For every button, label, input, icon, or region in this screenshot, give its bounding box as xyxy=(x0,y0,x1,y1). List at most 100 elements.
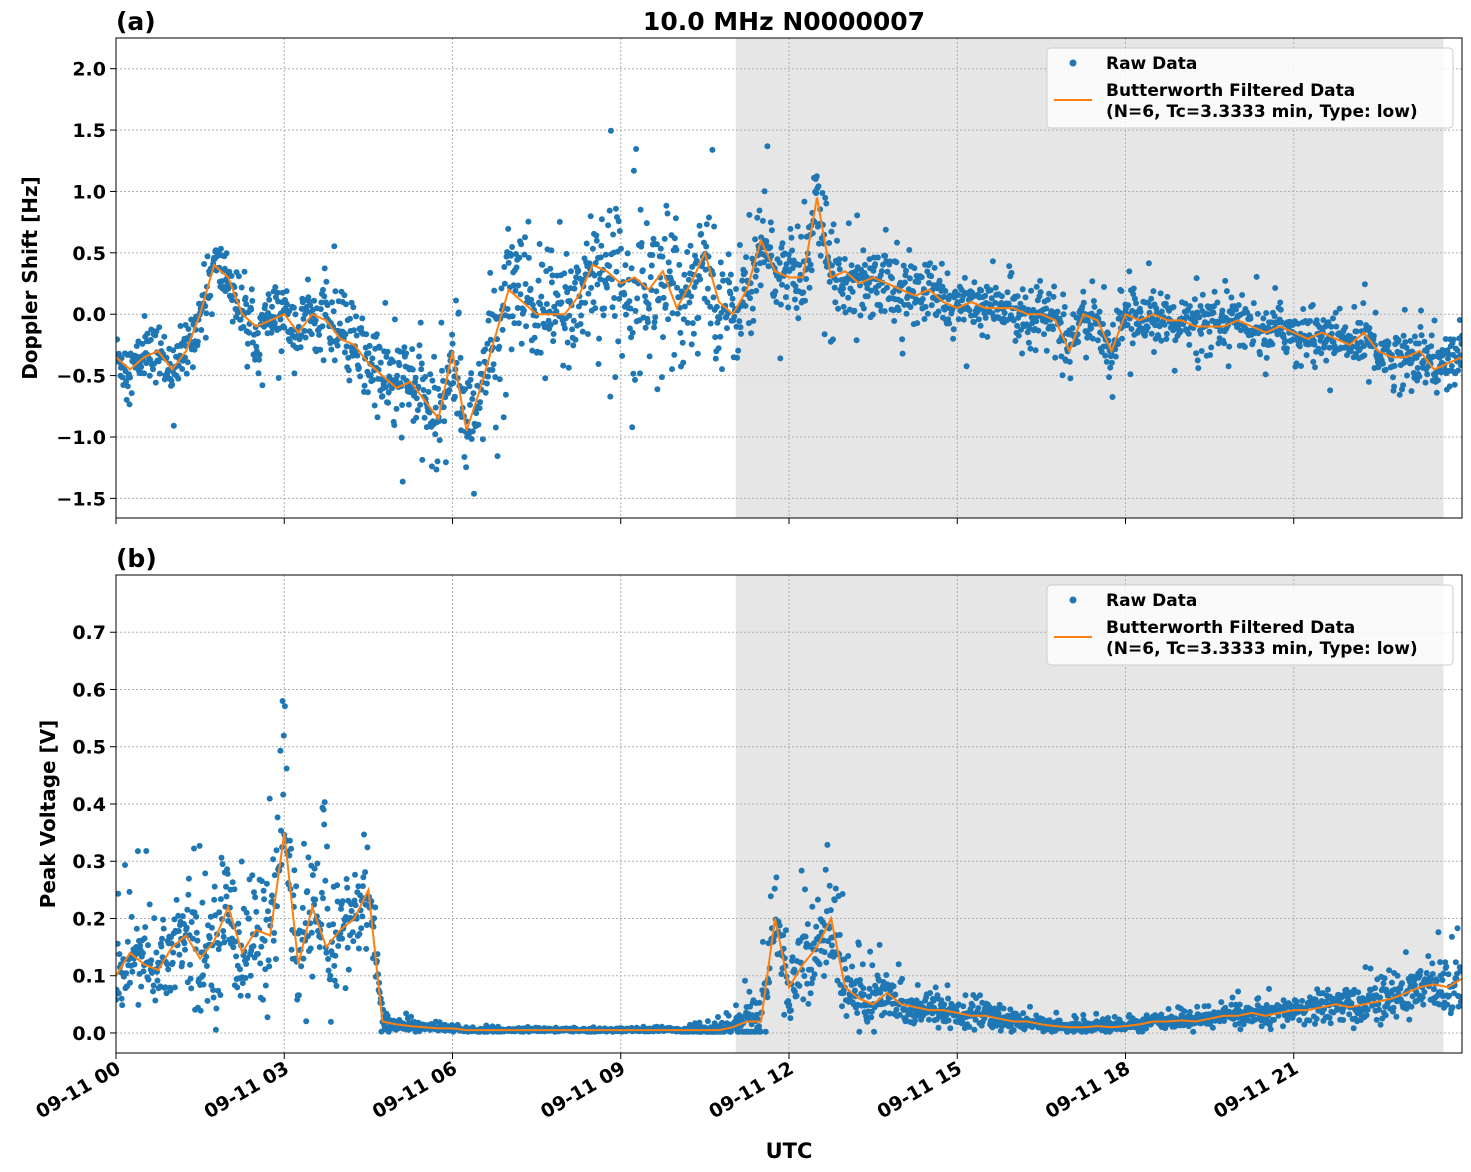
raw-data-point xyxy=(1215,340,1222,347)
raw-data-point xyxy=(518,340,525,347)
raw-data-point xyxy=(248,286,255,293)
raw-data-point xyxy=(1110,321,1116,328)
raw-data-point xyxy=(629,424,636,431)
raw-data-point xyxy=(893,259,900,266)
raw-data-point xyxy=(122,862,128,868)
raw-data-point xyxy=(1253,273,1260,280)
raw-data-point xyxy=(903,310,910,317)
raw-data-point xyxy=(1181,1008,1188,1015)
raw-data-point xyxy=(1307,318,1313,324)
raw-data-point xyxy=(455,309,462,316)
raw-data-point xyxy=(630,167,637,174)
raw-data-point xyxy=(399,478,406,485)
raw-data-point xyxy=(288,845,295,852)
raw-data-point xyxy=(1066,358,1073,365)
raw-data-point xyxy=(1419,994,1426,1001)
raw-data-point xyxy=(971,279,978,286)
raw-data-point xyxy=(175,928,182,934)
raw-data-point xyxy=(449,331,456,338)
raw-data-point xyxy=(271,872,278,879)
raw-data-point xyxy=(597,276,604,283)
raw-data-point xyxy=(140,968,147,975)
raw-data-point xyxy=(134,848,141,855)
raw-data-point xyxy=(629,329,636,336)
raw-data-point xyxy=(745,320,752,327)
raw-data-point xyxy=(1296,1017,1303,1024)
raw-data-point xyxy=(1402,949,1409,956)
raw-data-point xyxy=(1247,315,1254,322)
raw-data-point xyxy=(1411,977,1418,984)
raw-data-point xyxy=(409,346,416,353)
raw-data-point xyxy=(466,383,473,390)
raw-data-point xyxy=(763,238,770,245)
raw-data-point xyxy=(877,302,884,309)
raw-data-point xyxy=(278,348,285,355)
raw-data-point xyxy=(795,315,802,322)
raw-data-point xyxy=(1186,1009,1193,1015)
raw-data-point xyxy=(224,866,231,873)
raw-data-point xyxy=(238,284,245,291)
raw-data-point xyxy=(1148,330,1155,337)
raw-data-point xyxy=(183,924,190,931)
raw-data-point xyxy=(833,277,840,284)
raw-data-point xyxy=(1452,959,1459,966)
raw-data-point xyxy=(670,280,677,287)
raw-data-point xyxy=(1125,302,1132,309)
raw-data-point xyxy=(137,942,144,949)
raw-data-point xyxy=(966,307,973,314)
raw-data-point xyxy=(297,344,304,351)
raw-data-point xyxy=(1059,372,1066,379)
raw-data-point xyxy=(823,959,830,966)
x-tick-label: 09-11 21 xyxy=(1210,1057,1302,1123)
raw-data-point xyxy=(316,331,323,338)
raw-data-point xyxy=(551,303,558,310)
raw-data-point xyxy=(1103,358,1110,365)
raw-data-point xyxy=(899,350,906,357)
raw-data-point xyxy=(360,874,367,881)
raw-data-point xyxy=(164,961,171,968)
raw-data-point xyxy=(189,935,196,942)
raw-data-point xyxy=(1271,1016,1277,1023)
raw-data-point xyxy=(147,336,154,343)
raw-data-point xyxy=(409,366,416,373)
raw-data-point xyxy=(1451,381,1458,388)
raw-data-point xyxy=(1012,337,1019,344)
raw-data-point xyxy=(798,867,805,874)
raw-data-point xyxy=(264,1014,271,1021)
raw-data-point xyxy=(1293,360,1300,367)
raw-data-point xyxy=(1060,311,1067,318)
raw-data-point xyxy=(201,261,208,267)
raw-data-point xyxy=(1313,317,1320,324)
raw-data-point xyxy=(1365,378,1372,385)
raw-data-point xyxy=(877,989,884,996)
raw-data-point xyxy=(1357,320,1364,326)
raw-data-point xyxy=(816,961,823,968)
raw-data-point xyxy=(233,953,240,960)
raw-data-point xyxy=(821,331,828,338)
raw-data-point xyxy=(593,237,600,244)
raw-data-point xyxy=(221,265,228,272)
raw-data-point xyxy=(171,984,178,991)
raw-data-point xyxy=(244,992,251,999)
raw-data-point xyxy=(1185,330,1192,337)
raw-data-point xyxy=(737,324,744,331)
raw-data-point xyxy=(681,271,688,278)
raw-data-point xyxy=(889,275,895,282)
raw-data-point xyxy=(975,1005,982,1011)
raw-data-point xyxy=(265,908,271,915)
raw-data-point xyxy=(318,889,325,896)
raw-data-point xyxy=(358,925,365,932)
raw-data-point xyxy=(652,314,659,321)
raw-data-point xyxy=(998,293,1005,300)
raw-data-point xyxy=(1119,335,1125,342)
raw-data-point xyxy=(648,262,655,269)
raw-data-point xyxy=(219,861,226,868)
raw-data-point xyxy=(280,732,287,739)
raw-data-point xyxy=(924,310,931,317)
raw-data-point xyxy=(832,885,839,892)
raw-data-point xyxy=(773,299,780,305)
raw-data-point xyxy=(757,1028,764,1035)
raw-data-point xyxy=(468,370,475,377)
x-tick-label: 09-11 12 xyxy=(705,1057,797,1123)
raw-data-point xyxy=(996,1001,1003,1008)
